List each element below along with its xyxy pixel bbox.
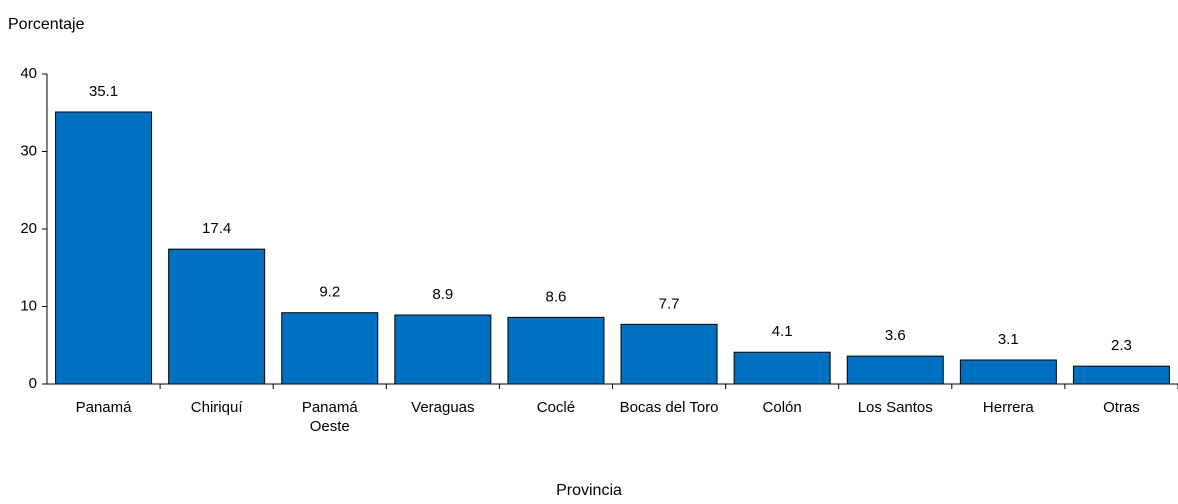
x-tick-label: Herrera bbox=[982, 399, 1034, 416]
x-axis-label: Provincia bbox=[556, 482, 622, 499]
data-label: 8.9 bbox=[432, 286, 453, 303]
x-tick-label: Bocas del Toro bbox=[619, 399, 719, 416]
y-tick-label: 10 bbox=[20, 297, 37, 314]
x-tick-label: Otras bbox=[1103, 399, 1140, 416]
bar bbox=[620, 323, 718, 385]
x-tick-label: Colón bbox=[762, 399, 802, 416]
data-label: 9.2 bbox=[319, 284, 340, 301]
bar bbox=[281, 312, 379, 385]
bar bbox=[846, 355, 944, 385]
y-axis-label: Porcentaje bbox=[8, 16, 85, 33]
bar bbox=[1072, 365, 1170, 385]
data-label: 8.6 bbox=[546, 288, 567, 305]
data-label: 2.3 bbox=[1111, 337, 1132, 354]
x-tick-label: Los Santos bbox=[857, 399, 933, 416]
y-tick-label: 40 bbox=[20, 65, 37, 82]
data-label: 7.7 bbox=[659, 295, 680, 312]
y-tick-label: 20 bbox=[20, 220, 37, 237]
data-label: 3.6 bbox=[885, 327, 906, 344]
bar bbox=[394, 314, 492, 385]
x-tick-label: Panamá Oeste bbox=[301, 399, 358, 435]
data-label: 35.1 bbox=[89, 83, 118, 100]
bar bbox=[168, 248, 266, 385]
x-tick-label: Coclé bbox=[536, 399, 576, 416]
y-tick-label: 0 bbox=[29, 375, 37, 392]
x-tick-label: Veraguas bbox=[411, 399, 475, 416]
bar bbox=[959, 359, 1057, 385]
bar bbox=[55, 111, 153, 385]
data-label: 3.1 bbox=[998, 331, 1019, 348]
bar bbox=[733, 351, 831, 385]
x-tick-label: Panamá bbox=[75, 399, 132, 416]
y-tick-label: 30 bbox=[20, 142, 37, 159]
data-label: 17.4 bbox=[202, 220, 231, 237]
data-label: 4.1 bbox=[772, 323, 793, 340]
bar bbox=[507, 316, 605, 385]
x-tick-label: Chiriquí bbox=[190, 399, 243, 416]
